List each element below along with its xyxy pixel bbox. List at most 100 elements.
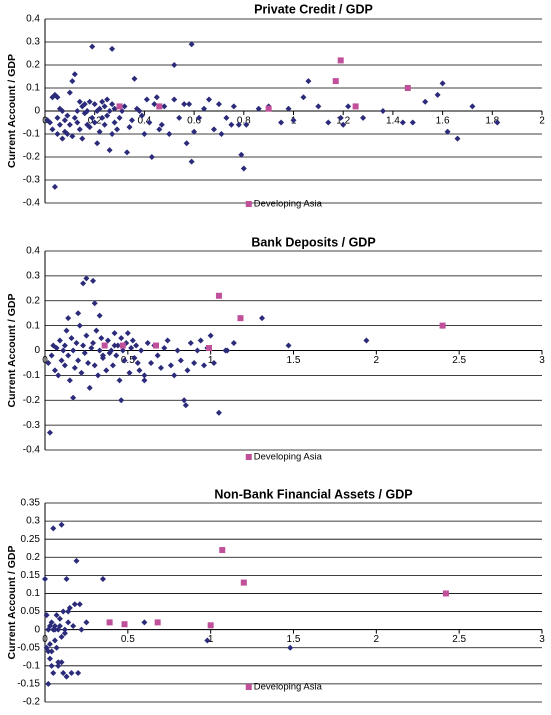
x-tick-label: 1 (208, 634, 214, 645)
data-point-diamond (128, 117, 135, 124)
data-point-developing-asia (219, 547, 226, 554)
y-tick-label: -0.2 (23, 697, 41, 708)
y-axis-title: Current Account / GDP (6, 54, 18, 168)
data-point-diamond (183, 140, 190, 147)
data-point-diamond (65, 352, 72, 359)
x-tick-label: 1 (208, 355, 214, 366)
data-point-diamond (64, 131, 71, 137)
data-point-diamond (58, 633, 65, 640)
data-point-diamond (59, 108, 66, 114)
data-point-diamond (148, 154, 155, 160)
data-point-diamond (136, 367, 143, 374)
data-point-diamond (55, 659, 62, 666)
data-point-diamond (111, 105, 118, 112)
data-point-diamond (201, 362, 208, 369)
data-point-developing-asia (237, 315, 244, 322)
data-point-diamond (48, 648, 55, 655)
data-point-diamond (56, 623, 63, 630)
y-tick-label: 0.2 (26, 295, 40, 306)
data-point-diamond (337, 114, 344, 121)
x-tick-label: 2 (374, 634, 380, 645)
data-point-diamond (106, 147, 113, 154)
data-point-diamond (90, 277, 97, 284)
data-point-diamond (79, 135, 86, 142)
data-point-diamond (91, 300, 98, 307)
x-tick-label: 1.2 (336, 115, 350, 126)
data-point-diamond (96, 347, 103, 354)
x-tick-label: 1.4 (386, 115, 400, 126)
data-point-diamond (53, 345, 60, 352)
data-point-developing-asia (265, 105, 272, 112)
data-point-diamond (59, 135, 66, 142)
data-point-diamond (60, 347, 67, 354)
data-point-diamond (76, 601, 83, 608)
data-point-developing-asia (206, 345, 213, 352)
data-point-diamond (46, 429, 53, 436)
data-point-diamond (196, 114, 203, 121)
data-point-diamond (184, 367, 191, 374)
data-point-diamond (126, 369, 133, 376)
data-point-diamond (70, 347, 77, 354)
data-point-diamond (88, 345, 95, 352)
data-point-diamond (131, 75, 138, 82)
data-point-diamond (96, 128, 103, 135)
data-point-diamond (69, 133, 76, 140)
data-point-diamond (58, 357, 65, 364)
data-point-diamond (45, 359, 52, 366)
data-point-diamond (215, 101, 222, 108)
x-tick-label: 2 (539, 115, 545, 126)
data-point-diamond (55, 662, 62, 669)
data-point-diamond (201, 105, 208, 112)
data-point-diamond (363, 337, 370, 344)
data-point-diamond (95, 372, 102, 379)
data-point-diamond (45, 680, 52, 687)
data-point-diamond (66, 377, 73, 384)
y-tick-label: 0.15 (21, 570, 41, 581)
data-point-diamond (66, 89, 73, 96)
data-point-diamond (45, 648, 52, 655)
y-tick-label: -0.15 (17, 679, 40, 690)
data-point-diamond (65, 619, 72, 626)
data-point-diamond (78, 626, 85, 633)
data-point-diamond (65, 315, 72, 322)
legend-label: Developing Asia (254, 682, 323, 693)
data-point-diamond (50, 525, 57, 532)
data-point-diamond (101, 103, 108, 110)
data-point-diamond (99, 575, 106, 582)
data-point-diamond (119, 108, 126, 114)
data-point-diamond (158, 121, 165, 128)
data-point-diamond (161, 345, 168, 352)
data-point-diamond (243, 121, 250, 128)
data-point-diamond (116, 377, 123, 384)
data-point-developing-asia (404, 85, 411, 91)
legend-marker (245, 684, 252, 690)
data-point-diamond (399, 119, 406, 126)
data-point-diamond (230, 340, 237, 347)
data-point-diamond (54, 114, 61, 121)
data-point-diamond (141, 131, 148, 137)
data-point-diamond (71, 114, 78, 121)
data-point-diamond (56, 121, 63, 128)
x-tick-label: 0.6 (187, 115, 201, 126)
data-point-diamond (65, 608, 72, 615)
data-point-diamond (136, 108, 143, 114)
data-point-diamond (74, 119, 81, 126)
data-point-diamond (71, 364, 78, 371)
y-tick-label: -0.4 (23, 445, 41, 456)
data-point-developing-asia (119, 342, 126, 349)
y-tick-label: -0.3 (23, 420, 41, 431)
data-point-diamond (53, 644, 60, 651)
data-point-diamond (91, 101, 98, 108)
data-point-diamond (76, 126, 83, 133)
legend-marker (245, 201, 252, 207)
data-point-diamond (222, 347, 229, 354)
data-point-diamond (141, 377, 148, 384)
data-point-diamond (51, 183, 58, 190)
data-point-diamond (134, 359, 141, 366)
data-point-diamond (171, 96, 178, 103)
x-tick-label: 1.8 (485, 115, 499, 126)
data-point-diamond (48, 619, 55, 626)
data-point-developing-asia (215, 292, 222, 299)
y-tick-label: -0.05 (17, 642, 40, 653)
data-point-developing-asia (116, 103, 123, 110)
